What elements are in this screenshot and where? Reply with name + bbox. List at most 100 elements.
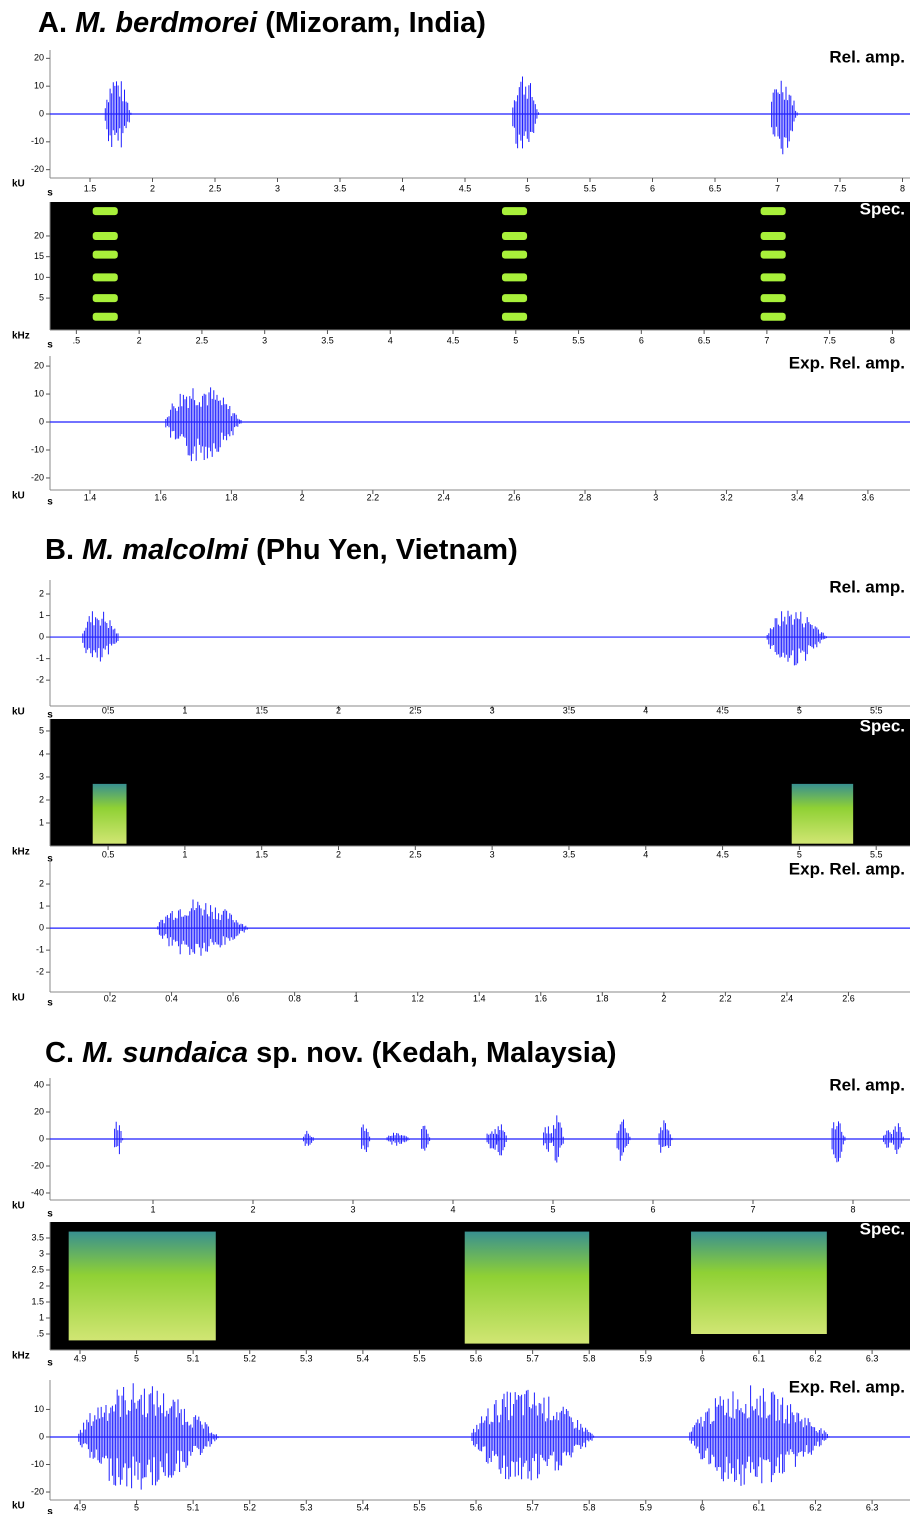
call-burst [766,611,827,666]
x-tick-label: 3 [262,335,267,345]
y-tick-label: 0 [39,416,44,426]
x-tick-label: 3.2 [720,492,733,502]
x-tick-label: 2.5 [209,183,222,193]
section-title: B. M. malcolmi (Phu Yen, Vietnam) [45,534,518,566]
panel-label: Spec. [860,1219,905,1238]
x-tick-label: 2 [150,183,155,193]
y-tick-label: 20 [34,1106,44,1116]
x-tick-label: 2 [336,849,341,859]
x-tick-label: 1.5 [84,183,97,193]
x-tick-label: 0.4 [165,993,178,1003]
y-unit: kU [12,1201,25,1212]
y-tick-label: 0 [39,108,44,118]
y-tick-label: 1 [39,1312,44,1322]
x-tick-label: 5.5 [870,705,883,715]
call-energy [93,784,127,844]
y-tick-label: -10 [31,136,44,146]
x-unit: s [47,710,53,721]
y-unit: kU [12,179,25,190]
y-tick-label: -20 [31,1160,44,1170]
x-tick-label: 1 [354,993,359,1003]
x-tick-label: 5.3 [300,1502,313,1512]
harmonic-band [502,313,527,321]
y-unit: kU [12,1501,25,1512]
x-tick-label: 3.4 [791,492,804,502]
x-tick-label: 4.9 [74,1502,87,1512]
x-tick-label: 5.5 [413,1353,426,1363]
x-tick-label: 2 [300,492,305,502]
x-tick-label: 3 [275,183,280,193]
call-burst [164,387,241,461]
y-tick-label: 2.5 [31,1264,44,1274]
y-tick-label: 15 [34,251,44,261]
title-locality: (Mizoram, India) [265,7,486,39]
y-tick-label: 10 [34,388,44,398]
x-tick-label: 4 [450,1204,455,1214]
y-tick-label: .5 [36,1328,44,1338]
harmonic-band [761,273,786,281]
x-tick-label: 1.6 [154,492,167,502]
y-tick-label: 0 [39,631,44,641]
y-tick-label: -1 [36,945,44,955]
x-tick-label: 7.5 [823,335,836,345]
x-tick-label: 1.8 [225,492,238,502]
y-tick-label: 2 [39,1280,44,1290]
harmonic-band [93,232,118,240]
x-tick-label: 2.2 [367,492,380,502]
y-unit: kHz [12,847,30,858]
x-tick-label: 2.4 [437,492,450,502]
y-unit: kHz [12,1351,30,1362]
x-tick-label: 2.5 [196,335,209,345]
call-energy [465,1232,589,1344]
x-tick-label: 5.7 [526,1502,539,1512]
call-burst [470,1390,593,1480]
spectrogram-bg [50,719,910,846]
call-burst [831,1121,845,1162]
y-tick-label: 2 [39,794,44,804]
x-tick-label: 5.4 [357,1502,370,1512]
call-burst [77,1383,218,1489]
call-burst [511,77,538,149]
y-tick-label: 4 [39,748,44,758]
x-tick-label: 4 [400,183,405,193]
x-tick-label: 1 [182,705,187,715]
y-tick-label: 0 [39,1133,44,1143]
x-tick-label: 5 [134,1353,139,1363]
x-tick-label: 1.5 [255,849,268,859]
x-tick-label: 6.1 [753,1502,766,1512]
x-unit: s [47,497,53,508]
x-tick-label: 2 [661,993,666,1003]
x-tick-label: 1.4 [84,492,97,502]
x-tick-label: 5 [513,335,518,345]
x-tick-label: .5 [73,335,81,345]
x-tick-label: 4 [643,849,648,859]
x-tick-label: 3 [490,849,495,859]
x-tick-label: 5.8 [583,1502,596,1512]
call-burst [688,1385,829,1486]
x-tick-label: 0.6 [227,993,240,1003]
x-tick-label: 6.2 [809,1353,822,1363]
y-tick-label: 3.5 [31,1232,44,1242]
y-tick-label: 3 [39,771,44,781]
x-tick-label: 5.1 [187,1502,200,1512]
x-tick-label: 3.5 [321,335,334,345]
y-tick-label: 1.5 [31,1296,44,1306]
x-tick-label: 7.5 [834,183,847,193]
panel: 0.511.522.533.544.555.5210-1-2kUsRel. am… [12,577,910,720]
y-unit: kU [12,707,25,718]
harmonic-band [761,207,786,215]
x-tick-label: 4.5 [716,705,729,715]
harmonic-band [93,294,118,302]
panel-label: Spec. [860,199,905,218]
x-tick-label: 0.5 [102,849,115,859]
harmonic-band [502,294,527,302]
x-tick-label: 6 [650,183,655,193]
x-tick-label: 5.5 [572,335,585,345]
harmonic-band [93,207,118,215]
x-tick-label: 5.9 [640,1353,653,1363]
y-tick-label: 3 [39,1248,44,1258]
panel-label: Exp. Rel. amp. [789,1377,905,1396]
